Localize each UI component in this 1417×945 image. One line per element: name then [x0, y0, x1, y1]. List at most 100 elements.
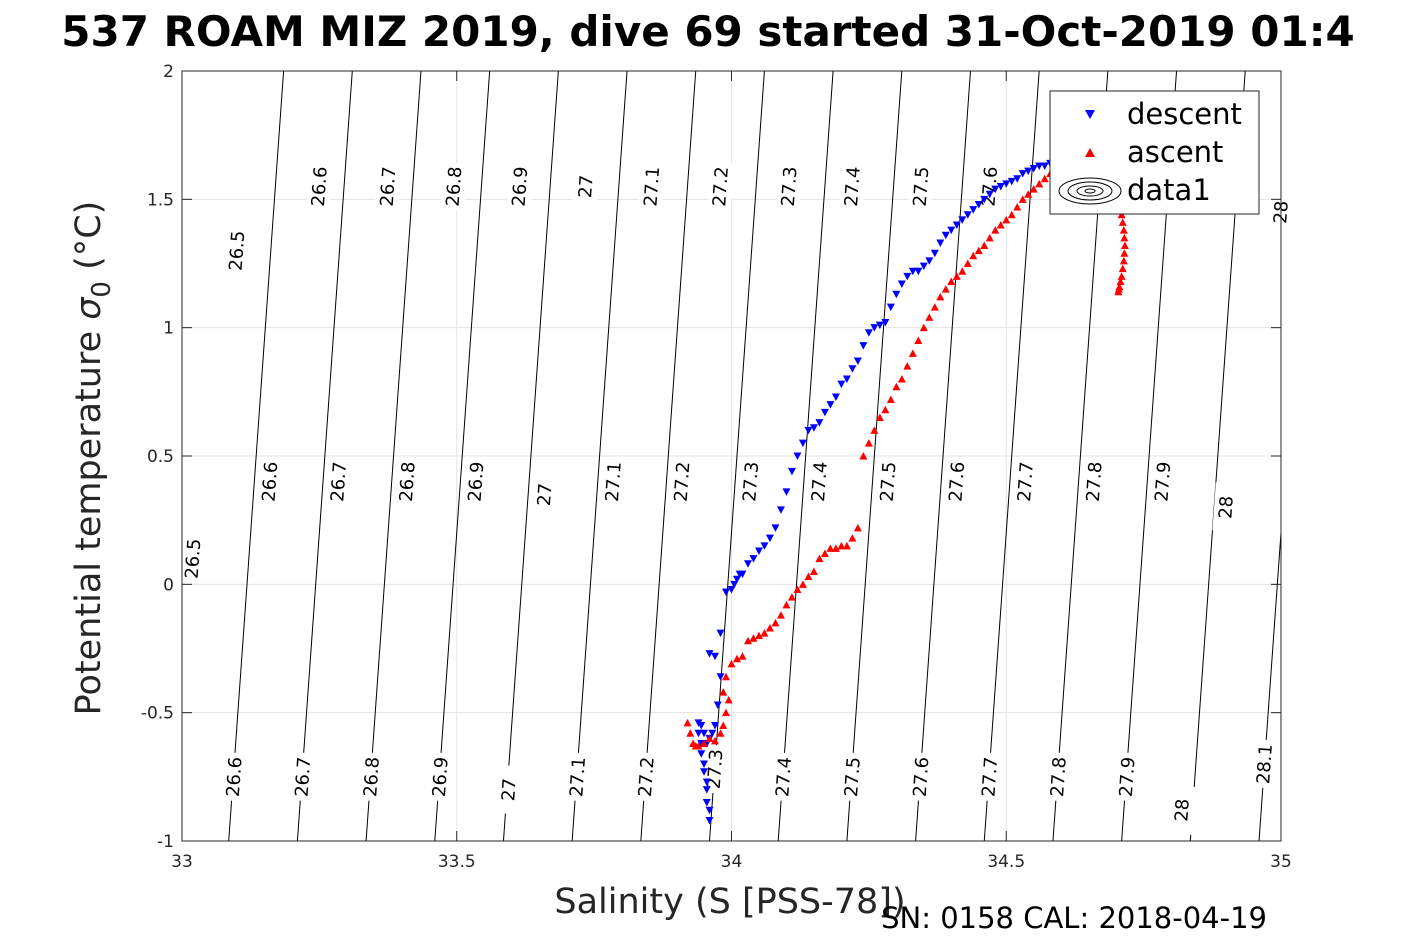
contour-label-bg-22 [805, 456, 834, 507]
isopycnal-26.7 [296, 71, 353, 841]
ascent-point [985, 233, 994, 242]
ascent-point [853, 523, 862, 532]
isopycnal-26.8 [365, 71, 422, 841]
descent-point [831, 393, 840, 401]
contour-label-20: 27.2 [671, 461, 695, 502]
descent-point [820, 408, 829, 417]
ascent-point [776, 611, 785, 619]
ascent-point [996, 221, 1005, 229]
ascent-point [864, 439, 873, 447]
ascent-point [754, 631, 763, 640]
ascent-point [771, 618, 780, 627]
contour-label-bg-20 [668, 456, 696, 507]
contour-label-bg-38 [838, 752, 867, 802]
descent-point [771, 524, 780, 532]
contour-label-bg-30 [289, 752, 317, 802]
ascent-point [991, 226, 1000, 234]
contour-label-41: 27.8 [1047, 756, 1071, 797]
ascent-point [859, 452, 868, 460]
contour-label-bg-4 [506, 161, 534, 212]
isopycnal-27.7 [983, 71, 1040, 841]
contour-label-bg-33 [495, 764, 523, 815]
y-tick-label-4: 1 [163, 319, 174, 339]
isopycnal-27.6 [915, 71, 971, 841]
isopycnal-26.9 [434, 71, 491, 841]
x-axis-label: Salinity (S [PSS-78]) [554, 882, 905, 922]
descent-point [1040, 162, 1049, 170]
contour-label-bg-40 [976, 752, 1004, 802]
descent-point [760, 542, 769, 550]
x-tick-label-2: 34 [721, 852, 743, 872]
contour-label-bg-29 [220, 752, 248, 802]
chart-title: 537 ROAM MIZ 2019, dive 69 started 31-Oc… [61, 7, 1354, 56]
descent-point [732, 575, 741, 584]
ascent-point [716, 729, 725, 737]
ascent-point [875, 413, 884, 421]
ascent-point [831, 544, 840, 552]
contour-label-bg-24 [943, 456, 971, 507]
contour-label-29: 26.6 [223, 756, 247, 797]
contour-label-bg-10 [907, 161, 935, 212]
descent-point [743, 560, 752, 568]
legend-descent-label: descent [1127, 97, 1242, 131]
descent-point [908, 267, 917, 276]
contour-label-27: 27.9 [1151, 461, 1175, 502]
ascent-point [870, 426, 879, 434]
contour-label-7: 27.2 [709, 166, 733, 207]
contour-label-bg-26 [1080, 456, 1108, 507]
contour-label-bg-9 [838, 161, 867, 212]
contour-label-bg-5 [572, 161, 600, 212]
descent-point [700, 760, 709, 768]
y-tick-label-1: -0.5 [141, 704, 174, 724]
ascent-point [804, 572, 813, 581]
ascent-point [700, 739, 709, 747]
contour-label-0: 26.5 [226, 230, 250, 271]
ascent-point [727, 659, 736, 668]
contour-label-bg-42 [1113, 752, 1141, 802]
ascent-point [1117, 272, 1126, 280]
descent-point [697, 750, 706, 758]
contour-label-14: 26.6 [259, 461, 283, 502]
descent-point [787, 467, 796, 476]
descent-point [815, 419, 824, 427]
isopycnal-27.4 [777, 71, 834, 841]
ascent-point [892, 382, 901, 391]
ascent-point [947, 277, 956, 285]
contour-labels: 26.5 26.6 26.7 26.8 26.9 27 27.1 27.2 27.3 27.4 27… [179, 161, 1295, 835]
ascent-point [897, 375, 906, 383]
contour-label-bg-2 [374, 161, 402, 212]
contour-label-bg-37 [770, 752, 798, 802]
contour-label-39: 27.6 [910, 756, 934, 797]
ascent-point [793, 585, 802, 593]
ascent-point [952, 272, 961, 280]
legend-ascent-label: ascent [1127, 135, 1223, 169]
descent-point [749, 555, 758, 563]
x-tick-label-1: 33.5 [438, 852, 476, 872]
contour-label-18: 27 [534, 482, 557, 506]
ascent-point [837, 541, 846, 550]
descent-point [936, 239, 945, 247]
y-tick-label-6: 2 [163, 62, 174, 82]
ascent-point [969, 251, 978, 260]
contour-label-35: 27.2 [635, 756, 659, 797]
ascent-point [1035, 179, 1044, 188]
contour-label-24: 27.6 [945, 461, 969, 502]
contour-label-19: 27.1 [602, 461, 626, 502]
descent-point [919, 262, 928, 271]
legend: descent ascent data1 [1049, 90, 1260, 215]
contour-label-34: 27.1 [566, 756, 590, 797]
descent-point [730, 580, 739, 589]
isopycnal-27.3 [709, 71, 765, 841]
contour-label-38: 27.5 [841, 756, 865, 797]
ascent-point [930, 303, 939, 311]
ascent-point [732, 654, 741, 663]
legend-box [1049, 90, 1260, 215]
descent-point [711, 722, 720, 730]
descent-point [952, 221, 961, 229]
ascent-point [1002, 215, 1011, 224]
descent-point [713, 701, 722, 709]
contour-label-6: 27.1 [640, 166, 664, 207]
descent-point [705, 650, 714, 658]
descent-point [897, 280, 906, 289]
